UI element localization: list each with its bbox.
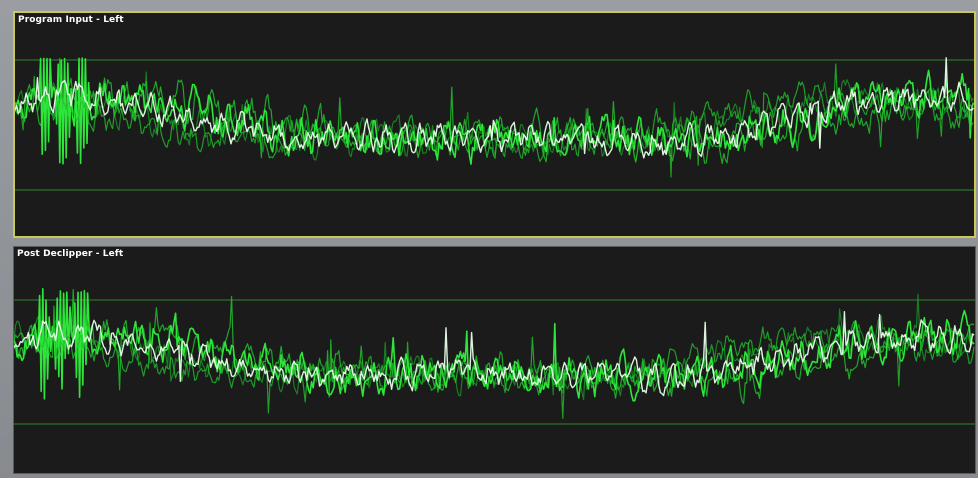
waveform-trace-2 (15, 57, 974, 165)
scope-panel-post-declipper[interactable]: Post Declipper - Left (13, 246, 976, 474)
waveform-trace-2 (14, 288, 975, 405)
waveform-trace-3 (15, 57, 974, 165)
panel-title: Post Declipper - Left (17, 249, 124, 259)
waveform-trace-post-declipper (14, 287, 975, 425)
waveform-trace-5 (14, 310, 975, 397)
waveform-trace-3 (14, 287, 975, 402)
waveform-trace-4 (15, 63, 974, 178)
waveform-trace-program-input (15, 57, 974, 191)
scope-panel-program-input[interactable]: Program Input - Left (13, 11, 976, 238)
waveform-trace-5 (15, 57, 974, 159)
panel-title: Program Input - Left (18, 15, 124, 25)
